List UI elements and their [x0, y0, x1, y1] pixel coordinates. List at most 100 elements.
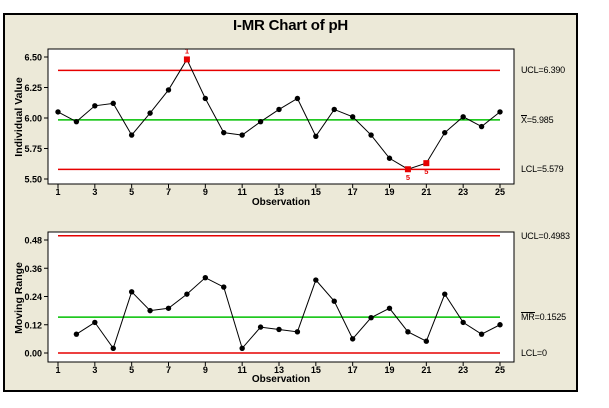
out-of-control-point	[183, 56, 190, 63]
data-point	[460, 114, 466, 120]
data-point	[202, 274, 209, 281]
data-point	[368, 314, 374, 321]
chart-title: I-MR Chart of pH	[232, 17, 349, 34]
data-point	[147, 110, 153, 116]
y-tick-label: 5.50	[24, 175, 42, 185]
data-point	[460, 319, 466, 326]
x-tick-label: 21	[421, 365, 431, 375]
plot-frame	[47, 231, 515, 363]
data-point	[386, 305, 393, 311]
lcl-label: LCL=0	[521, 348, 547, 358]
data-point	[202, 95, 209, 102]
data-point	[92, 103, 98, 109]
ucl-label: UCL=0.4983	[521, 230, 570, 241]
data-point	[349, 114, 356, 120]
y-tick-label: 6.50	[24, 53, 42, 63]
x-tick-label: 23	[458, 187, 468, 197]
x-tick-label: 5	[129, 365, 134, 375]
x-tick-label: 9	[203, 365, 208, 375]
y-tick-label: 0.12	[24, 320, 42, 330]
x-tick-label: 25	[495, 365, 505, 375]
data-point	[349, 336, 356, 342]
moving-range-chart: 0.480.360.240.120.001 3 5 7 9 11 13 15 17 19 21 23 2…	[24, 231, 515, 375]
x-tick-label: 5	[129, 187, 134, 197]
data-point	[165, 305, 172, 311]
data-point	[110, 345, 116, 351]
test-failure-annotation: 5	[424, 167, 428, 176]
data-point	[239, 345, 245, 351]
x-tick-label: 3	[92, 187, 97, 197]
x-axis-label-observation-top: Observation	[251, 197, 311, 208]
x-tick-label: 1	[55, 365, 60, 375]
data-point	[128, 289, 135, 295]
y-tick-label: 5.75	[24, 144, 42, 154]
x-tick-label: 13	[274, 365, 284, 375]
y-tick-label: 0.00	[24, 349, 42, 359]
test-failure-annotation: 1	[185, 46, 189, 55]
data-point	[73, 331, 80, 337]
plot-frame	[47, 48, 515, 185]
data-point	[294, 329, 301, 335]
data-point	[442, 291, 448, 297]
data-point	[386, 155, 393, 161]
data-point	[92, 319, 98, 326]
data-point	[405, 329, 411, 335]
y-axis-label-moving-range: Moving Range	[13, 262, 25, 334]
data-point	[478, 123, 485, 130]
data-point	[221, 284, 227, 290]
plot-area	[48, 49, 514, 184]
x-tick-label: 17	[348, 187, 358, 197]
x-tick-label: 11	[237, 187, 247, 197]
data-point	[368, 132, 374, 138]
data-point	[257, 118, 264, 125]
data-point	[239, 132, 245, 138]
data-point	[73, 118, 80, 125]
data-point	[276, 106, 282, 113]
data-point	[110, 100, 116, 107]
test-failure-annotation: 5	[406, 173, 410, 182]
y-axis-label-individual-value: Individual Value	[13, 77, 25, 157]
x-axis-label-observation-bottom: Observation	[251, 374, 311, 385]
x-tick-label: 25	[495, 187, 505, 197]
x-tick-label: 7	[166, 187, 171, 197]
y-tick-label: 0.48	[24, 236, 42, 246]
data-point	[313, 277, 319, 283]
x-tick-label: 23	[458, 365, 468, 375]
x-tick-label: 19	[384, 365, 394, 375]
data-point	[331, 106, 337, 113]
data-point	[497, 109, 503, 115]
plot-area	[48, 232, 514, 362]
data-point	[128, 132, 135, 138]
x-tick-label: 19	[384, 187, 394, 197]
data-point	[313, 133, 319, 139]
y-tick-label: 6.25	[24, 83, 42, 93]
individuals-chart: 6.506.256.005.755.501 3 5 7 9 11 13 15 17 19 21 23 2…	[24, 46, 515, 197]
data-point	[55, 109, 61, 115]
x-tick-label: 11	[237, 365, 247, 375]
lcl-label: LCL=5.579	[521, 164, 564, 175]
x-tick-label: 13	[274, 187, 284, 197]
y-tick-label: 0.36	[24, 264, 42, 274]
x-tick-label: 7	[166, 365, 171, 375]
data-point	[497, 322, 503, 328]
y-tick-label: 0.24	[24, 292, 42, 302]
x-tick-label: 15	[311, 365, 321, 375]
out-of-control-point	[404, 166, 411, 173]
ucl-label: UCL=6.390	[521, 65, 565, 76]
data-point	[331, 298, 337, 304]
out-of-control-point	[423, 160, 430, 167]
center-label: MR=0.1525	[521, 312, 566, 323]
data-point	[257, 324, 264, 330]
data-point	[147, 307, 153, 314]
data-point	[276, 326, 282, 333]
x-tick-label: 15	[311, 187, 321, 197]
x-tick-label: 17	[348, 365, 358, 375]
y-tick-label: 6.00	[24, 114, 42, 124]
series-line	[76, 277, 501, 350]
x-tick-label: 21	[421, 187, 431, 197]
x-tick-label: 1	[55, 187, 60, 197]
data-point	[423, 338, 430, 344]
x-tick-label: 3	[92, 365, 97, 375]
